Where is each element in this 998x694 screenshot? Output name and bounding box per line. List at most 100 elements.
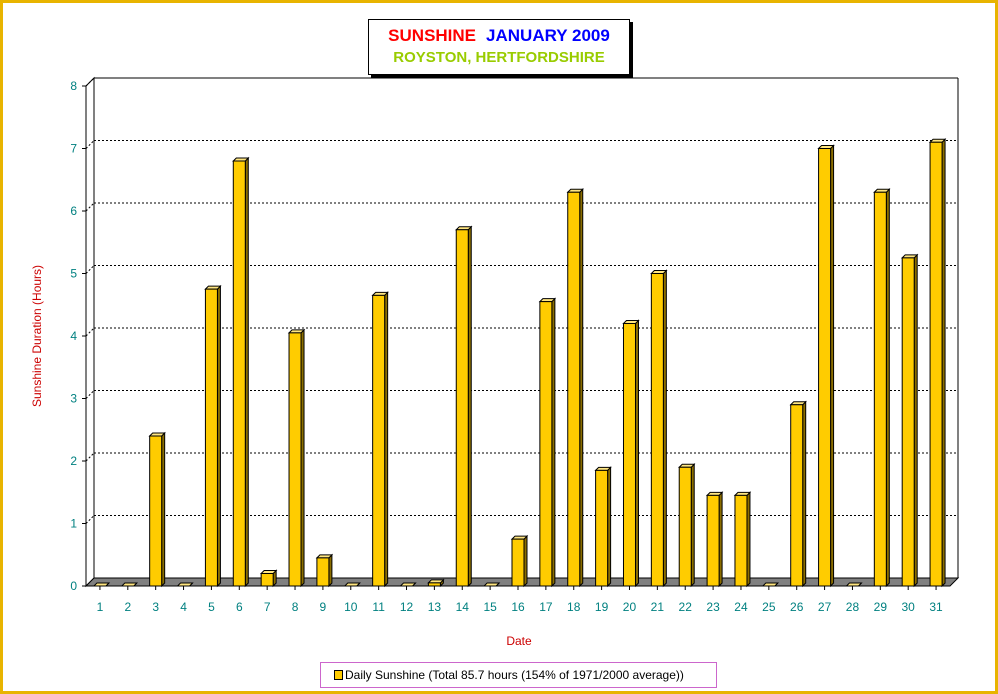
bar-front xyxy=(232,160,246,587)
bar xyxy=(315,553,334,588)
x-tick-label: 16 xyxy=(511,600,525,614)
bar xyxy=(371,291,389,588)
bar xyxy=(789,400,807,588)
x-tick-label: 31 xyxy=(929,600,943,614)
bar xyxy=(705,491,724,588)
bar xyxy=(455,225,473,588)
bar-front xyxy=(929,141,943,587)
bar xyxy=(733,491,752,588)
y-tick-label: 4 xyxy=(70,329,77,343)
bar-front xyxy=(511,538,525,587)
x-tick-label: 29 xyxy=(874,600,888,614)
bar-front xyxy=(706,494,720,587)
x-tick-label: 15 xyxy=(483,600,497,614)
bar-front xyxy=(567,191,581,587)
chart-title-month: JANUARY 2009 xyxy=(486,26,610,45)
bar xyxy=(399,582,417,587)
bar xyxy=(928,138,947,588)
chart-title-box: SUNSHINE JANUARY 2009 ROYSTON, HERTFORDSH… xyxy=(368,19,630,75)
bar-front xyxy=(288,332,302,587)
bar-front xyxy=(818,148,832,587)
bar-top xyxy=(761,582,780,587)
bar-front xyxy=(901,257,915,587)
x-tick-label: 3 xyxy=(152,600,159,614)
bar xyxy=(120,582,139,587)
x-tick-label: 22 xyxy=(679,600,693,614)
x-tick-label: 27 xyxy=(818,600,832,614)
y-tick-label: 3 xyxy=(70,392,77,406)
bar xyxy=(287,328,306,588)
y-tick-label: 0 xyxy=(70,579,77,593)
gridline-diagonal xyxy=(85,452,95,462)
x-tick-label: 20 xyxy=(623,600,637,614)
gridline-diagonal xyxy=(85,202,95,212)
bar xyxy=(650,269,668,588)
gridline-diagonal xyxy=(85,390,95,399)
y-tick-label: 1 xyxy=(70,517,77,531)
bar-front xyxy=(678,466,692,587)
x-axis-label: Date xyxy=(506,634,532,648)
gridline-diagonal xyxy=(85,265,95,274)
bar xyxy=(510,534,529,588)
gridline-diagonal xyxy=(85,77,95,87)
bar xyxy=(92,582,111,587)
bar xyxy=(482,582,501,587)
x-tick-label: 10 xyxy=(344,600,358,614)
bar-top xyxy=(176,582,194,587)
legend: Daily Sunshine (Total 85.7 hours (154% o… xyxy=(320,662,717,688)
bar xyxy=(873,188,891,588)
bar-front xyxy=(204,288,218,587)
chart-title-sunshine: SUNSHINE xyxy=(388,26,477,45)
x-tick-label: 24 xyxy=(734,600,748,614)
bar-front xyxy=(595,469,609,587)
y-tick-label: 7 xyxy=(70,142,77,156)
bar-top xyxy=(343,582,361,587)
x-tick-label: 5 xyxy=(208,600,215,614)
y-tick-label: 2 xyxy=(70,454,77,468)
bar-top xyxy=(482,582,501,587)
x-tick-label: 19 xyxy=(595,600,609,614)
x-tick-label: 4 xyxy=(180,600,187,614)
x-tick-label: 9 xyxy=(320,600,327,614)
bar xyxy=(427,578,445,588)
x-tick-label: 7 xyxy=(264,600,271,614)
bar-top xyxy=(120,582,139,587)
y-tick-label: 5 xyxy=(70,267,77,281)
bar-front xyxy=(539,301,553,587)
bar xyxy=(845,582,863,587)
bar-front xyxy=(260,573,274,587)
bar-front xyxy=(622,323,636,587)
bar-top xyxy=(92,582,111,587)
bar-front xyxy=(427,582,441,587)
bar xyxy=(148,431,166,588)
bar-front xyxy=(873,191,887,587)
x-tick-label: 23 xyxy=(706,600,720,614)
bar-front xyxy=(734,494,748,587)
bar xyxy=(594,466,612,588)
x-tick-label: 2 xyxy=(124,600,131,614)
bar xyxy=(817,144,835,588)
bar xyxy=(538,297,557,588)
x-tick-label: 11 xyxy=(372,600,385,614)
bar-front xyxy=(790,404,804,587)
x-tick-label: 14 xyxy=(456,600,470,614)
gridline-diagonal xyxy=(85,140,95,149)
bar-front xyxy=(372,294,386,587)
x-tick-label: 26 xyxy=(790,600,804,614)
bar xyxy=(259,569,278,588)
x-tick-label: 18 xyxy=(567,600,581,614)
x-tick-label: 25 xyxy=(762,600,776,614)
chart-title: SUNSHINE JANUARY 2009 xyxy=(369,26,629,46)
bar xyxy=(204,284,222,588)
bar-top xyxy=(845,582,863,587)
bar xyxy=(566,188,584,588)
bar-front xyxy=(316,557,330,587)
bar-front xyxy=(650,273,664,587)
chart-subtitle: ROYSTON, HERTFORDSHIRE xyxy=(393,49,605,66)
y-tick-label: 6 xyxy=(70,204,77,218)
bar-top xyxy=(399,582,417,587)
bar xyxy=(176,582,194,587)
bar xyxy=(678,463,696,588)
bar xyxy=(761,582,780,587)
bar-front xyxy=(149,435,163,587)
